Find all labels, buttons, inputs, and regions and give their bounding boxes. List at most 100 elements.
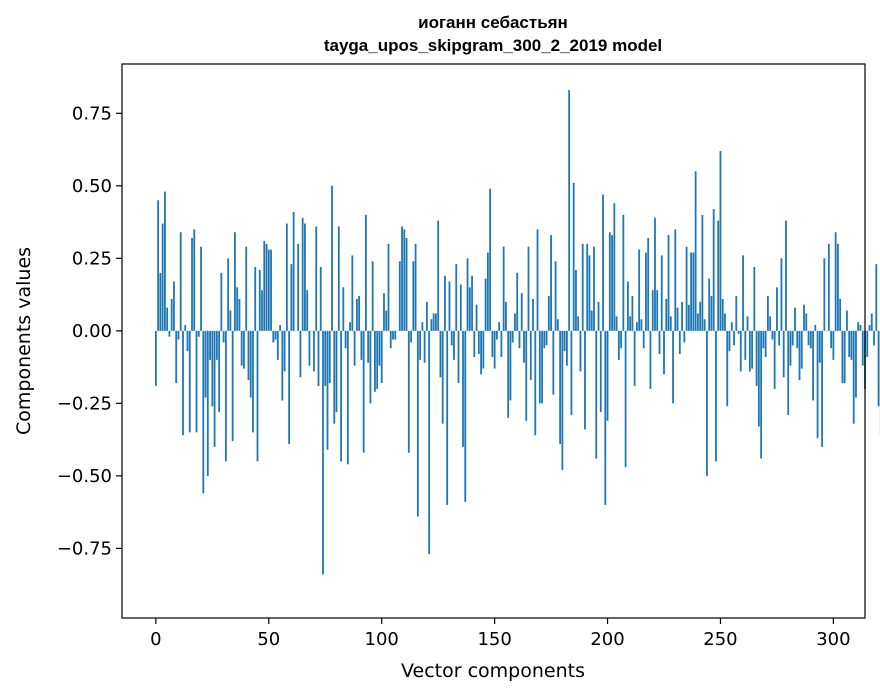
- bar: [730, 322, 733, 331]
- bar: [462, 330, 464, 447]
- bar: [629, 316, 632, 331]
- bar: [500, 330, 503, 357]
- bar: [414, 243, 417, 331]
- bar: [425, 301, 428, 331]
- bar: [369, 330, 372, 404]
- bar: [173, 281, 175, 331]
- bar: [757, 330, 760, 427]
- bar: [313, 330, 315, 372]
- bar: [428, 330, 431, 555]
- bar: [735, 296, 738, 331]
- bar: [439, 330, 442, 378]
- bar: [360, 330, 363, 360]
- bar: [620, 330, 622, 349]
- bar: [401, 226, 403, 331]
- bar: [340, 330, 342, 462]
- bar: [782, 330, 785, 378]
- bar: [534, 330, 537, 436]
- bar: [328, 330, 331, 384]
- bar: [550, 235, 552, 331]
- bar: [516, 272, 519, 331]
- bar: [405, 238, 408, 331]
- bar: [317, 330, 320, 386]
- bar: [520, 293, 523, 331]
- bar: [491, 330, 494, 357]
- bar: [532, 298, 534, 331]
- bar: [457, 330, 460, 384]
- bar: [263, 240, 266, 331]
- bar: [868, 325, 871, 331]
- bar: [213, 330, 216, 447]
- bar: [599, 330, 602, 413]
- bar: [224, 330, 227, 462]
- bar: [751, 330, 753, 369]
- bar: [776, 287, 778, 331]
- bar: [486, 252, 489, 331]
- bar: [543, 330, 546, 349]
- bar: [283, 330, 286, 372]
- bar: [188, 330, 191, 433]
- bar: [342, 287, 345, 331]
- bar: [660, 255, 663, 331]
- bar: [507, 330, 510, 418]
- bar: [597, 301, 600, 331]
- bar: [771, 330, 774, 340]
- bar: [453, 330, 455, 360]
- bar: [331, 185, 333, 331]
- bar: [511, 330, 514, 343]
- bar: [710, 296, 713, 331]
- bar: [202, 330, 205, 494]
- bar: [701, 214, 704, 331]
- bar: [380, 330, 383, 384]
- bar: [631, 296, 634, 331]
- bar: [435, 313, 437, 331]
- bar: [875, 264, 878, 331]
- bar: [403, 229, 406, 331]
- bar: [728, 330, 731, 352]
- bar: [322, 330, 324, 575]
- bar: [832, 330, 835, 360]
- bar: [852, 330, 855, 424]
- bar: [455, 264, 458, 331]
- bar: [674, 229, 677, 331]
- y-tick-label: 0.00: [72, 321, 112, 342]
- bars-layer: [154, 90, 880, 575]
- bar: [164, 191, 166, 331]
- bar: [685, 246, 688, 331]
- bar: [665, 298, 668, 331]
- y-axis-ticks: 0.75 0.50 0.25 0.00 −0.25 −0.50 −0.75: [57, 103, 122, 559]
- bar: [764, 330, 767, 357]
- bar: [658, 330, 661, 355]
- bar: [222, 330, 225, 343]
- bar: [175, 330, 178, 384]
- bar: [315, 226, 318, 331]
- bar: [733, 330, 735, 346]
- bar: [699, 301, 702, 331]
- bar: [358, 296, 361, 331]
- bar: [809, 330, 812, 349]
- bar: [204, 330, 207, 398]
- bar: [154, 330, 157, 386]
- bar: [769, 316, 772, 331]
- bar: [588, 255, 591, 331]
- bar: [206, 330, 209, 476]
- bar: [473, 330, 476, 357]
- bar: [663, 330, 665, 375]
- bar: [267, 249, 270, 331]
- bar: [475, 304, 478, 331]
- bar: [324, 330, 327, 386]
- bar: [394, 330, 397, 340]
- bar: [850, 330, 853, 360]
- bar: [642, 330, 645, 349]
- bar: [654, 217, 656, 331]
- bar: [231, 330, 234, 442]
- x-tick-label: 150: [477, 629, 511, 650]
- bar: [450, 330, 453, 346]
- bar: [586, 243, 589, 331]
- bar: [389, 330, 392, 349]
- bar: [288, 330, 291, 444]
- bar: [525, 330, 528, 421]
- bar: [240, 330, 243, 366]
- bar: [870, 313, 873, 331]
- bar: [721, 298, 724, 331]
